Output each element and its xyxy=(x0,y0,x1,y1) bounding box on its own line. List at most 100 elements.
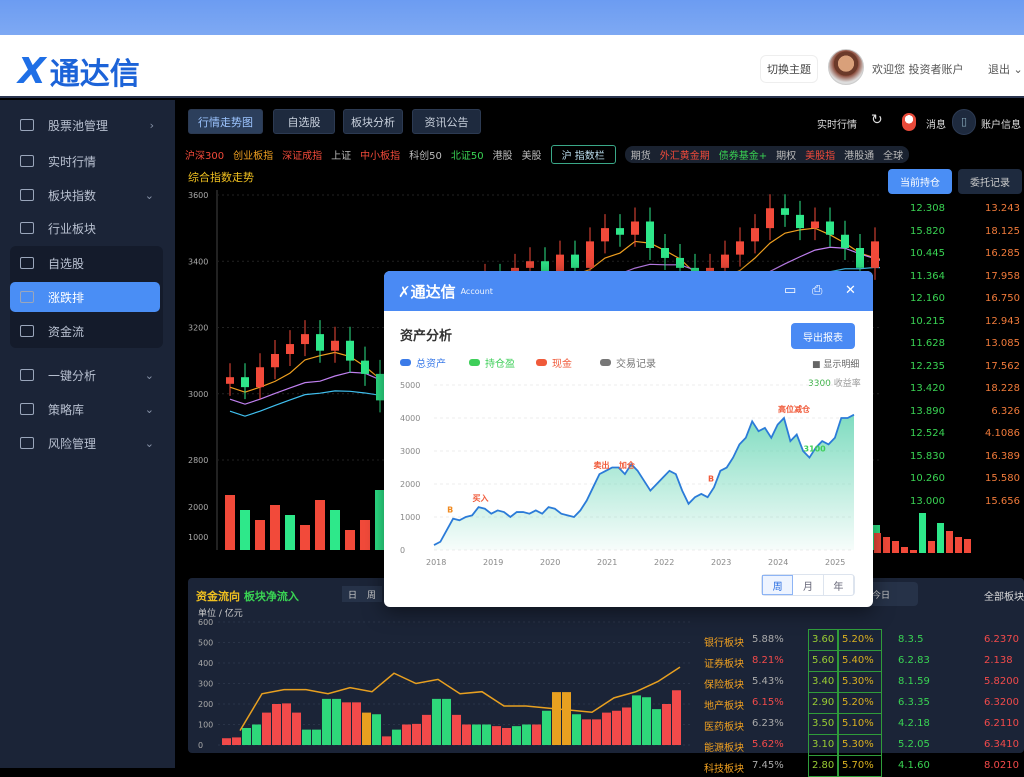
sidebar-item-8[interactable]: 策略库 ⌄ xyxy=(10,394,160,424)
position-row[interactable]: 13.000 15.656 xyxy=(880,496,1024,507)
sector-row[interactable]: 银行板块 5.88% 3.60 5.20% 8.3.5 6.2370 xyxy=(700,629,1024,651)
tab-2[interactable]: 板块分析 xyxy=(343,109,403,134)
sidebar-item-label: 策略库 xyxy=(48,402,85,417)
ticker-item[interactable]: 期权 xyxy=(776,150,797,162)
theme-button[interactable]: 切换主题 xyxy=(760,55,818,83)
show-detail-toggle[interactable]: ■ 显示明细 xyxy=(812,360,860,370)
close-icon[interactable]: ✕ xyxy=(845,283,856,298)
tab-1[interactable]: 自选股 xyxy=(273,109,335,134)
position-row[interactable]: 12.235 17.562 xyxy=(880,361,1024,372)
position-value: 10.215 xyxy=(910,315,945,327)
y-tick: 4000 xyxy=(400,414,420,423)
flow-bar xyxy=(342,702,351,745)
print-icon[interactable]: ⎙ xyxy=(812,283,823,298)
legend-item[interactable]: 持仓盈 xyxy=(469,355,515,370)
sector-row[interactable]: 科技板块 7.45% 2.80 5.70% 4.1.60 8.0210 xyxy=(700,755,1024,777)
candle xyxy=(616,228,624,235)
bottom-tab-week[interactable]: 周 xyxy=(367,590,377,601)
user-icon[interactable]: ▯ xyxy=(952,109,976,135)
sidebar-item-7[interactable]: 一键分析 ⌄ xyxy=(10,360,160,390)
legend-item[interactable]: 现金 xyxy=(536,355,572,370)
ticker-item[interactable]: 全球 xyxy=(883,150,904,162)
ticker-item[interactable]: 深证成指 xyxy=(282,150,323,162)
ticker-item[interactable]: 港股通 xyxy=(844,150,875,162)
ticker-item[interactable]: 中小板指 xyxy=(360,150,401,162)
position-row[interactable]: 15.830 16.389 xyxy=(880,451,1024,462)
flow-bar xyxy=(382,736,391,745)
sector-flow: 8.3.5 xyxy=(898,634,924,645)
ticker-item[interactable]: 债券基金+ xyxy=(718,150,768,162)
sector-change: 8.21% xyxy=(752,655,784,666)
sector-value: 3.10 xyxy=(812,739,835,750)
realtime-label[interactable]: 实时行情 xyxy=(817,120,857,131)
ticker-item[interactable]: 美股指 xyxy=(805,150,836,162)
position-row[interactable]: 13.420 18.228 xyxy=(880,383,1024,394)
position-row[interactable]: 10.215 12.943 xyxy=(880,316,1024,327)
period-option[interactable]: 周 xyxy=(762,575,794,595)
logo[interactable]: X 通达信 xyxy=(18,49,140,93)
ticker-item[interactable]: 上证 xyxy=(331,150,352,162)
position-row[interactable]: 11.628 13.085 xyxy=(880,338,1024,349)
ticker-group: 期货 外汇黄金期 债券基金+ 期权 美股指 港股通 全球 xyxy=(624,145,910,163)
fund-flow-chart: 600 500 400 300 200 100 0 xyxy=(198,618,693,750)
ticker-item[interactable]: 北证50 xyxy=(450,150,484,162)
sidebar-item-0[interactable]: 股票池管理 › xyxy=(10,110,160,140)
sector-amount: 8.0210 xyxy=(984,760,1019,771)
legend-item[interactable]: 总资产 xyxy=(400,355,446,370)
sidebar-item-6[interactable]: 资金流 xyxy=(10,316,160,346)
sidebar-item-3[interactable]: 行业板块 xyxy=(10,213,160,243)
position-row[interactable]: 10.260 15.580 xyxy=(880,473,1024,484)
position-row[interactable]: 12.524 4.1086 xyxy=(880,428,1024,439)
ticker-item[interactable]: 创业板指 xyxy=(233,150,274,162)
legend-item[interactable]: 交易记录 xyxy=(600,355,656,370)
tab-0[interactable]: 行情走势图 xyxy=(188,109,263,134)
sector-row[interactable]: 能源板块 5.62% 3.10 5.30% 5.2.05 6.3410 xyxy=(700,734,1024,756)
orders-button[interactable]: 委托记录 xyxy=(958,169,1022,194)
asset-line-chart[interactable]: 0 1000 2000 3000 4000 5000 2018 2019 2020 2021 202… xyxy=(384,371,873,571)
account-label[interactable]: 账户信息 xyxy=(981,120,1021,131)
ticker-highlight[interactable]: 沪 指数栏 xyxy=(550,144,616,164)
ticker-item[interactable]: 科创50 xyxy=(409,150,442,162)
window-icon[interactable]: ▭ xyxy=(784,283,797,298)
ticker-item[interactable]: 期货 xyxy=(630,150,651,162)
volume-bar xyxy=(225,495,235,550)
position-row[interactable]: 13.890 6.326 xyxy=(880,406,1024,417)
tab-3[interactable]: 资讯公告 xyxy=(412,109,481,134)
avatar[interactable] xyxy=(828,49,864,85)
logout-link[interactable]: 退出 ⌄ xyxy=(988,63,1023,76)
position-row[interactable]: 10.445 16.285 xyxy=(880,248,1024,259)
window-icon xyxy=(20,291,34,303)
positions-button[interactable]: 当前持仓 xyxy=(888,169,952,194)
sidebar-item-4[interactable]: 自选股 xyxy=(10,248,160,278)
flow-bar xyxy=(552,692,561,745)
messages-label[interactable]: 消息 xyxy=(926,120,946,131)
sidebar-item-1[interactable]: 实时行情 xyxy=(10,146,160,176)
sector-row[interactable]: 证券板块 8.21% 5.60 5.40% 6.2.83 2.138 xyxy=(700,650,1024,672)
ticker-item[interactable]: 美股 xyxy=(521,150,542,162)
mascot-icon[interactable] xyxy=(902,113,916,131)
position-row[interactable]: 12.160 16.750 xyxy=(880,293,1024,304)
flow-bar xyxy=(492,726,501,745)
ticker-item[interactable]: 沪深300 xyxy=(185,150,225,162)
all-sectors-label[interactable]: 全部板块 xyxy=(984,592,1024,603)
period-option[interactable]: 年 xyxy=(824,575,854,595)
period-option[interactable]: 月 xyxy=(793,575,824,595)
position-amount: 16.285 xyxy=(985,248,1020,259)
export-button[interactable]: 导出报表 xyxy=(791,323,855,349)
bottom-tab-day[interactable]: 日 xyxy=(348,590,358,601)
sidebar-item-9[interactable]: 风险管理 ⌄ xyxy=(10,428,160,458)
sidebar-item-5[interactable]: 涨跌排 xyxy=(10,282,160,312)
position-value: 11.628 xyxy=(910,338,945,349)
position-row[interactable]: 15.820 18.125 xyxy=(880,226,1024,237)
position-row[interactable]: 12.308 13.243 xyxy=(880,203,1024,214)
sector-row[interactable]: 医药板块 6.23% 3.50 5.10% 4.2.18 6.2110 xyxy=(700,713,1024,735)
position-row[interactable]: 11.364 17.958 xyxy=(880,271,1024,282)
sidebar-item-2[interactable]: 板块指数 ⌄ xyxy=(10,180,160,210)
refresh-icon[interactable]: ↻ xyxy=(871,112,883,128)
sector-row[interactable]: 保险板块 5.43% 3.40 5.30% 8.1.59 5.8200 xyxy=(700,671,1024,693)
ticker-item[interactable]: 港股 xyxy=(492,150,513,162)
ticker-item[interactable]: 外汇黄金期 xyxy=(659,150,710,162)
sector-row[interactable]: 地产板块 6.15% 2.90 5.20% 6.3.35 6.3200 xyxy=(700,692,1024,714)
candle xyxy=(661,248,669,258)
asset-line xyxy=(433,413,855,546)
